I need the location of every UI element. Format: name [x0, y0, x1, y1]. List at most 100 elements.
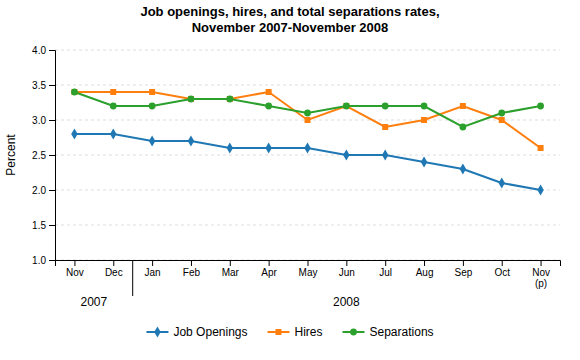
y-tick-mark — [49, 85, 55, 86]
y-tick-mark — [49, 225, 55, 226]
marker — [499, 117, 505, 123]
x-tick-label: Jul — [379, 267, 392, 278]
title-line: Job openings, hires, and total separatio… — [140, 4, 439, 19]
legend-item: Separations — [343, 325, 434, 339]
marker — [421, 156, 427, 167]
y-tick-mark — [49, 120, 55, 121]
plot: 1.01.52.02.53.03.54.0NovDecJanFebMarAprM… — [4, 45, 561, 309]
x-tick-mark — [152, 260, 153, 266]
x-tick: Mar — [222, 260, 240, 278]
marker — [110, 128, 116, 139]
x-tick-label-line: Nov — [66, 267, 84, 278]
legend-swatch-marker — [154, 326, 160, 337]
chart: Job openings, hires, and total separatio… — [0, 0, 580, 360]
legend-label: Hires — [295, 325, 323, 339]
grid-line — [55, 225, 560, 226]
x-tick-label-line: Jan — [145, 267, 161, 278]
x-tick-mark — [541, 260, 542, 266]
x-tick-mark — [308, 260, 309, 266]
marker — [382, 103, 389, 110]
x-tick-label: May — [299, 267, 318, 278]
marker — [71, 89, 77, 95]
x-tick-label-line: Jun — [339, 267, 355, 278]
legend-label: Job Openings — [173, 325, 247, 339]
legend-swatch-marker — [276, 329, 282, 335]
marker — [226, 96, 233, 103]
x-tick-mark — [385, 260, 386, 266]
y-tick: 1.5 — [32, 220, 55, 231]
x-tick-label-line: Sep — [454, 267, 472, 278]
marker — [188, 96, 194, 102]
y-tick-label: 3.0 — [32, 115, 46, 126]
marker — [71, 89, 78, 96]
x-tick-label-line: Mar — [222, 267, 240, 278]
marker — [265, 103, 272, 110]
x-tick-label: Feb — [183, 267, 201, 278]
y-axis: 1.01.52.02.53.03.54.0 — [32, 45, 55, 266]
x-tick-label: Mar — [222, 267, 240, 278]
x-tick-label-line: (p) — [535, 278, 547, 289]
x-tick: Feb — [183, 260, 201, 278]
x-tick: May — [299, 260, 318, 278]
grid-line — [55, 155, 560, 156]
marker — [227, 96, 233, 102]
y-tick: 3.0 — [32, 115, 55, 126]
x-tick-label: Nov — [66, 267, 84, 278]
x-tick: Nov — [66, 260, 84, 278]
y-tick-label: 1.0 — [32, 255, 46, 266]
marker — [110, 103, 117, 110]
grid-line — [55, 85, 560, 86]
marker — [266, 89, 272, 95]
marker — [382, 149, 388, 160]
marker — [498, 110, 505, 117]
series-line — [74, 92, 540, 148]
y-tick-label: 2.0 — [32, 185, 46, 196]
y-tick-mark — [49, 190, 55, 191]
marker — [188, 96, 195, 103]
marker — [71, 128, 77, 139]
y-tick-mark — [49, 50, 55, 51]
x-tick-label-line: Feb — [183, 267, 201, 278]
x-tick-label: Sep — [454, 267, 472, 278]
x-tick-mark — [269, 260, 270, 266]
y-tick: 1.0 — [32, 255, 55, 266]
year-label: 2007 — [80, 295, 107, 309]
x-tick: Aug — [416, 260, 434, 278]
x-tick-label: Dec — [105, 267, 123, 278]
x-tick: Oct — [494, 260, 510, 278]
title: Job openings, hires, and total separatio… — [140, 4, 439, 35]
x-tick-label: Jun — [339, 267, 355, 278]
x-tick-label: Apr — [261, 267, 277, 278]
x-tick-label-line: Oct — [494, 267, 510, 278]
marker — [343, 149, 349, 160]
legend-item: Hires — [268, 325, 323, 339]
y-tick: 4.0 — [32, 45, 55, 56]
year-label: 2008 — [333, 295, 360, 309]
marker — [149, 103, 156, 110]
marker — [149, 135, 155, 146]
x-tick-label: Aug — [416, 267, 434, 278]
y-tick: 3.5 — [32, 80, 55, 91]
marker — [304, 110, 311, 117]
x-tick-label-line: Nov — [532, 267, 550, 278]
x-tick: Sep — [454, 260, 472, 278]
y-tick-label: 3.5 — [32, 80, 46, 91]
marker — [421, 103, 428, 110]
legend-swatch-marker — [350, 329, 357, 336]
y-tick-mark — [49, 260, 55, 261]
marker — [343, 103, 349, 109]
x-tick-mark — [113, 260, 114, 266]
x-tick-label-line: Apr — [261, 267, 277, 278]
x-tick-mark — [346, 260, 347, 266]
series-line — [74, 134, 540, 190]
series — [71, 128, 544, 195]
legend: Job Openings Hires Separations — [146, 325, 433, 339]
marker — [460, 103, 466, 109]
x-tick-mark — [74, 260, 75, 266]
x-tick: Jul — [379, 260, 392, 278]
y-tick: 2.0 — [32, 185, 55, 196]
y-axis-line — [49, 51, 56, 261]
marker — [305, 117, 311, 123]
x-tick: Apr — [261, 260, 277, 278]
marker — [459, 124, 466, 131]
